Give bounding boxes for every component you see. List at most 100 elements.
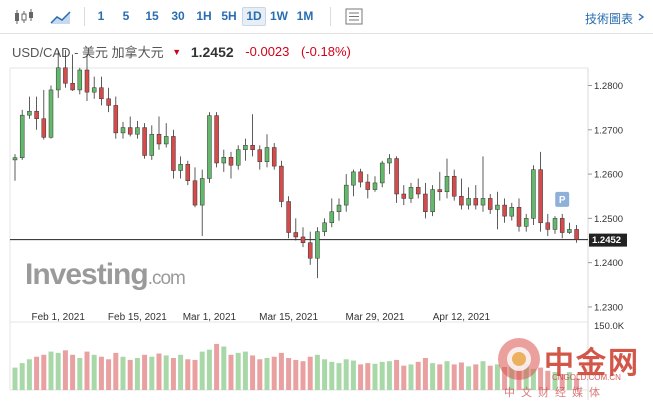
candle-body [531, 169, 536, 219]
candle-body [523, 218, 529, 227]
toolbar-divider [330, 7, 331, 26]
candle-body [48, 89, 54, 138]
volume-bar [70, 354, 76, 390]
candle-body [559, 218, 565, 233]
candle-body [379, 162, 385, 184]
candle-body [365, 181, 371, 190]
candle-body [387, 158, 392, 164]
chart-toolbar: 1 5 15 30 1H 5H 1D 1W 1M 技術圖表 [0, 0, 653, 34]
candle-body [70, 83, 75, 91]
timeframe-1d-button[interactable]: 1D [242, 7, 266, 26]
candle-body [199, 178, 205, 206]
volume-bar [329, 361, 335, 390]
candle-body [63, 67, 68, 84]
candle-body [12, 157, 18, 161]
current-price-label: 1.2452 [592, 235, 621, 246]
candle-body [351, 171, 356, 186]
volume-bar [48, 351, 54, 390]
volume-bar [494, 364, 500, 390]
chevron-right-icon[interactable] [637, 13, 645, 21]
candle-body [214, 115, 219, 164]
volume-bar [322, 359, 328, 390]
volume-bar [566, 372, 572, 390]
candle-body [84, 69, 90, 93]
candlestick-type-icon[interactable] [13, 9, 35, 25]
volume-bar [192, 359, 198, 390]
last-price: 1.2452 [190, 43, 234, 60]
volume-bar [156, 353, 162, 390]
volume-bar [221, 346, 227, 390]
candle-body [127, 127, 133, 135]
candle-body [192, 180, 198, 206]
volume-bar [545, 370, 551, 390]
candle-body [142, 127, 147, 156]
volume-bar [84, 351, 90, 390]
volume-bar [134, 358, 140, 390]
timeframe-1h-button[interactable]: 1H [196, 9, 212, 23]
timeframe-15-button[interactable]: 15 [145, 9, 159, 23]
candle-body [106, 98, 111, 106]
timeframe-1w-button[interactable]: 1W [270, 9, 288, 23]
candle-body [156, 133, 162, 145]
volume-bar [41, 354, 47, 390]
candle-body [459, 195, 464, 206]
volume-bar [559, 374, 565, 390]
candle-body [329, 211, 335, 224]
marker-badge [555, 191, 570, 207]
volume-bar [77, 358, 83, 390]
candle-body [394, 158, 399, 195]
candle-body [408, 187, 414, 199]
volume-bar [430, 363, 436, 390]
quote-header: USD/CAD - 美元 加拿大元 ▼ 1.2452 -0.0023 (-0.1… [12, 42, 351, 61]
x-tick-label: Mar 15, 2021 [259, 312, 318, 323]
timeframe-30-button[interactable]: 30 [171, 9, 185, 23]
timeframe-1-button[interactable]: 1 [97, 9, 105, 23]
candle-body [538, 169, 543, 224]
logo-subtitle: 中文财经媒体 [504, 387, 606, 399]
volume-bar [34, 356, 40, 390]
volume-bar [106, 359, 112, 390]
volume-bar [149, 356, 155, 390]
volume-bar [458, 362, 464, 390]
timeframe-5h-button[interactable]: 5H [221, 9, 237, 23]
candle-body [466, 198, 471, 206]
candle-body [286, 201, 291, 233]
volume-bar [574, 378, 580, 390]
price-down-icon: ▼ [172, 46, 182, 57]
technical-chart-link[interactable]: 技術圖表 [584, 12, 633, 26]
candle-body [574, 229, 579, 240]
logo-site: CNGOLD.COM.CN [552, 373, 621, 382]
volume-bar [250, 355, 256, 390]
candle-body [91, 87, 97, 93]
volume-bar [408, 364, 414, 390]
candle-body [307, 242, 313, 259]
volume-bar [487, 365, 493, 390]
volume-bar [286, 358, 292, 390]
table-view-icon[interactable] [345, 8, 363, 25]
candle-body [451, 176, 457, 197]
volume-bar [91, 354, 97, 390]
timeframe-5-button[interactable]: 5 [122, 9, 130, 23]
y-tick-label: 1.2600 [594, 170, 623, 181]
candle-body [293, 232, 299, 238]
volume-bar [113, 352, 119, 390]
candle-body [264, 147, 270, 162]
watermark-text: Investing [25, 258, 149, 291]
volume-scale-label: 150.0K [594, 321, 625, 332]
y-tick-label: 1.2500 [594, 214, 623, 225]
volume-bar [307, 356, 313, 390]
volume-bar [178, 354, 184, 390]
candle-body [545, 222, 551, 230]
candle-body [250, 145, 255, 150]
candle-body [300, 236, 306, 243]
volume-bar [12, 367, 18, 390]
volume-bar [98, 356, 104, 390]
candle-body [372, 182, 378, 190]
timeframe-1m-button[interactable]: 1M [296, 9, 314, 23]
candle-body [27, 110, 32, 116]
area-chart-icon[interactable] [50, 9, 72, 25]
watermark-suffix: .com [147, 268, 186, 289]
coin-logo-icon [498, 338, 540, 380]
x-tick-label: Feb 15, 2021 [108, 312, 167, 323]
